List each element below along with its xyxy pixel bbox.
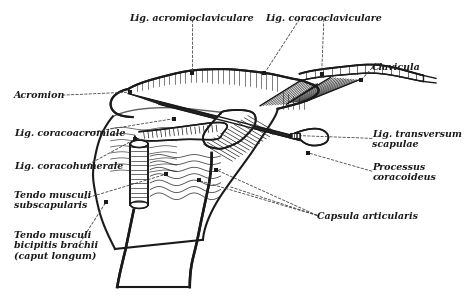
- Polygon shape: [295, 129, 328, 146]
- Text: Clavicula: Clavicula: [372, 63, 421, 72]
- Text: Lig. coracoacromiale: Lig. coracoacromiale: [14, 129, 125, 138]
- Text: Processus
coracoideus: Processus coracoideus: [372, 163, 436, 182]
- Polygon shape: [135, 122, 227, 141]
- Polygon shape: [128, 69, 319, 109]
- Polygon shape: [300, 65, 423, 81]
- Text: Acromion: Acromion: [14, 91, 65, 100]
- Text: Tendo musculi
subscapularis: Tendo musculi subscapularis: [14, 191, 91, 210]
- Text: Lig. acromioclaviculare: Lig. acromioclaviculare: [130, 14, 254, 23]
- Polygon shape: [130, 144, 148, 205]
- Polygon shape: [130, 140, 148, 147]
- Text: Tendo musculi
bicipitis brachii
(caput longum): Tendo musculi bicipitis brachii (caput l…: [14, 231, 98, 261]
- Polygon shape: [203, 110, 255, 149]
- Text: Lig. coracoclaviculare: Lig. coracoclaviculare: [265, 14, 382, 23]
- Text: Capsula articularis: Capsula articularis: [317, 212, 418, 222]
- Bar: [290, 133, 300, 138]
- Polygon shape: [117, 153, 212, 287]
- Text: Lig. transversum
scapulae: Lig. transversum scapulae: [372, 130, 462, 149]
- Text: Lig. coracohumerale: Lig. coracohumerale: [14, 162, 123, 171]
- Polygon shape: [130, 201, 148, 208]
